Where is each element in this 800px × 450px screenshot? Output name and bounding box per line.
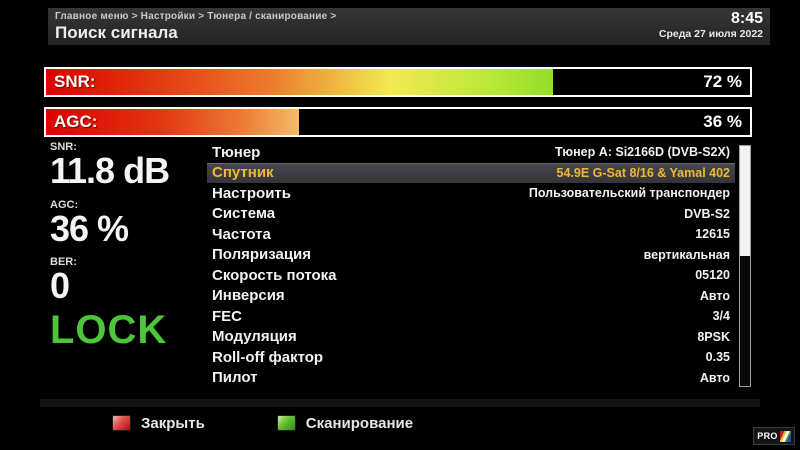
setting-label: Модуляция — [212, 328, 297, 346]
clock-block: 8:45 Среда 27 июля 2022 — [659, 10, 763, 40]
setting-value: 8PSK — [697, 329, 730, 344]
snr-progress-bar: SNR: 72 % — [44, 67, 752, 97]
agc-bar-label: AGC: — [54, 112, 98, 131]
stat-value: 36 % — [50, 207, 129, 249]
setting-label: Roll-off фактор — [212, 348, 324, 366]
stat-label: BER: — [50, 256, 77, 269]
agc-progress-bar: AGC: 36 % — [44, 107, 752, 137]
setting-value: Авто — [699, 370, 730, 385]
settings-row-1[interactable]: Спутник 54.9E G-Sat 8/16 & Yamal 402 — [207, 162, 735, 183]
snr-bar-value: 72 % — [703, 72, 742, 91]
settings-row-4[interactable]: Частота 12615 — [207, 224, 735, 245]
setting-value: 54.9E G-Sat 8/16 & Yamal 402 — [556, 165, 731, 180]
lock-status: LOCK — [50, 308, 168, 353]
settings-row-0[interactable]: Тюнер Тюнер A: Si2166D (DVB-S2X) — [207, 142, 735, 163]
clock-time: 8:45 — [730, 10, 763, 27]
footer-key-hints: Закрыть Сканирование — [112, 412, 413, 434]
scrollbar[interactable] — [739, 145, 751, 387]
green-key-button[interactable]: Сканирование — [276, 414, 414, 432]
setting-value: 3/4 — [712, 309, 730, 324]
settings-row-8[interactable]: FEC 3/4 — [207, 306, 735, 327]
setting-value: Авто — [699, 288, 730, 303]
settings-row-3[interactable]: Система DVB-S2 — [207, 204, 735, 225]
setting-value: вертикальная — [643, 247, 730, 262]
scrollbar-thumb[interactable] — [740, 146, 750, 257]
snr-bar-label: SNR: — [54, 72, 96, 91]
stat-label: AGC: — [50, 198, 79, 211]
setting-label: Частота — [212, 225, 271, 243]
setting-label: FEC — [212, 307, 242, 325]
agc-bar-fill — [46, 109, 300, 135]
red-key-icon — [112, 415, 131, 431]
rainbow-logo-icon — [779, 430, 791, 442]
setting-label: Поляризация — [212, 246, 312, 264]
settings-row-10[interactable]: Roll-off фактор 0.35 — [207, 347, 735, 368]
stat-value: 11.8 dB — [50, 150, 170, 191]
setting-label: Пилот — [212, 369, 258, 387]
setting-label: Тюнер — [212, 143, 261, 161]
watermark-text: PRO — [757, 431, 778, 441]
key-label: Сканирование — [305, 414, 414, 432]
snr-bar-fill — [46, 69, 553, 95]
setting-value: Тюнер A: Si2166D (DVB-S2X) — [554, 145, 730, 160]
setting-value: Пользовательский транспондер — [528, 186, 730, 201]
signal-stats: SNR: 11.8 dB AGC: 36 % BER: 0 LOCK — [50, 141, 210, 350]
clock-date: Среда 27 июля 2022 — [658, 28, 763, 41]
setting-label: Спутник — [212, 164, 274, 182]
transponder-settings-list: Тюнер Тюнер A: Si2166D (DVB-S2X) Спутник 54… — [207, 142, 735, 388]
signal-bars: SNR: 72 % AGC: 36 % — [44, 67, 752, 147]
page-title: Поиск сигнала — [55, 23, 178, 42]
setting-label: Система — [212, 205, 276, 223]
settings-row-7[interactable]: Инверсия Авто — [207, 286, 735, 307]
setting-label: Инверсия — [212, 287, 285, 305]
header-bar: Главное меню > Настройки > Тюнера / скан… — [48, 8, 770, 45]
setting-value: 05120 — [695, 268, 730, 283]
settings-row-2[interactable]: Настроить Пользовательский транспондер — [207, 183, 735, 204]
key-label: Закрыть — [141, 414, 205, 432]
breadcrumb: Главное меню > Настройки > Тюнера / скан… — [55, 11, 337, 22]
red-key-button[interactable]: Закрыть — [112, 415, 205, 432]
settings-row-5[interactable]: Поляризация вертикальная — [207, 245, 735, 266]
setting-value: DVB-S2 — [684, 206, 730, 221]
setting-label: Настроить — [212, 184, 291, 202]
setting-label: Скорость потока — [212, 266, 337, 284]
stat-label: SNR: — [50, 141, 77, 153]
footer-divider — [40, 399, 760, 407]
settings-row-6[interactable]: Скорость потока 05120 — [207, 265, 735, 286]
setting-value: 12615 — [695, 227, 730, 242]
settings-row-11[interactable]: Пилот Авто — [207, 368, 735, 389]
stat-value: 0 — [50, 265, 70, 307]
agc-bar-value: 36 % — [703, 112, 742, 131]
green-key-icon — [276, 415, 296, 431]
watermark-badge: PRO — [753, 427, 795, 445]
setting-value: 0.35 — [705, 350, 730, 365]
settings-row-9[interactable]: Модуляция 8PSK — [207, 327, 735, 348]
